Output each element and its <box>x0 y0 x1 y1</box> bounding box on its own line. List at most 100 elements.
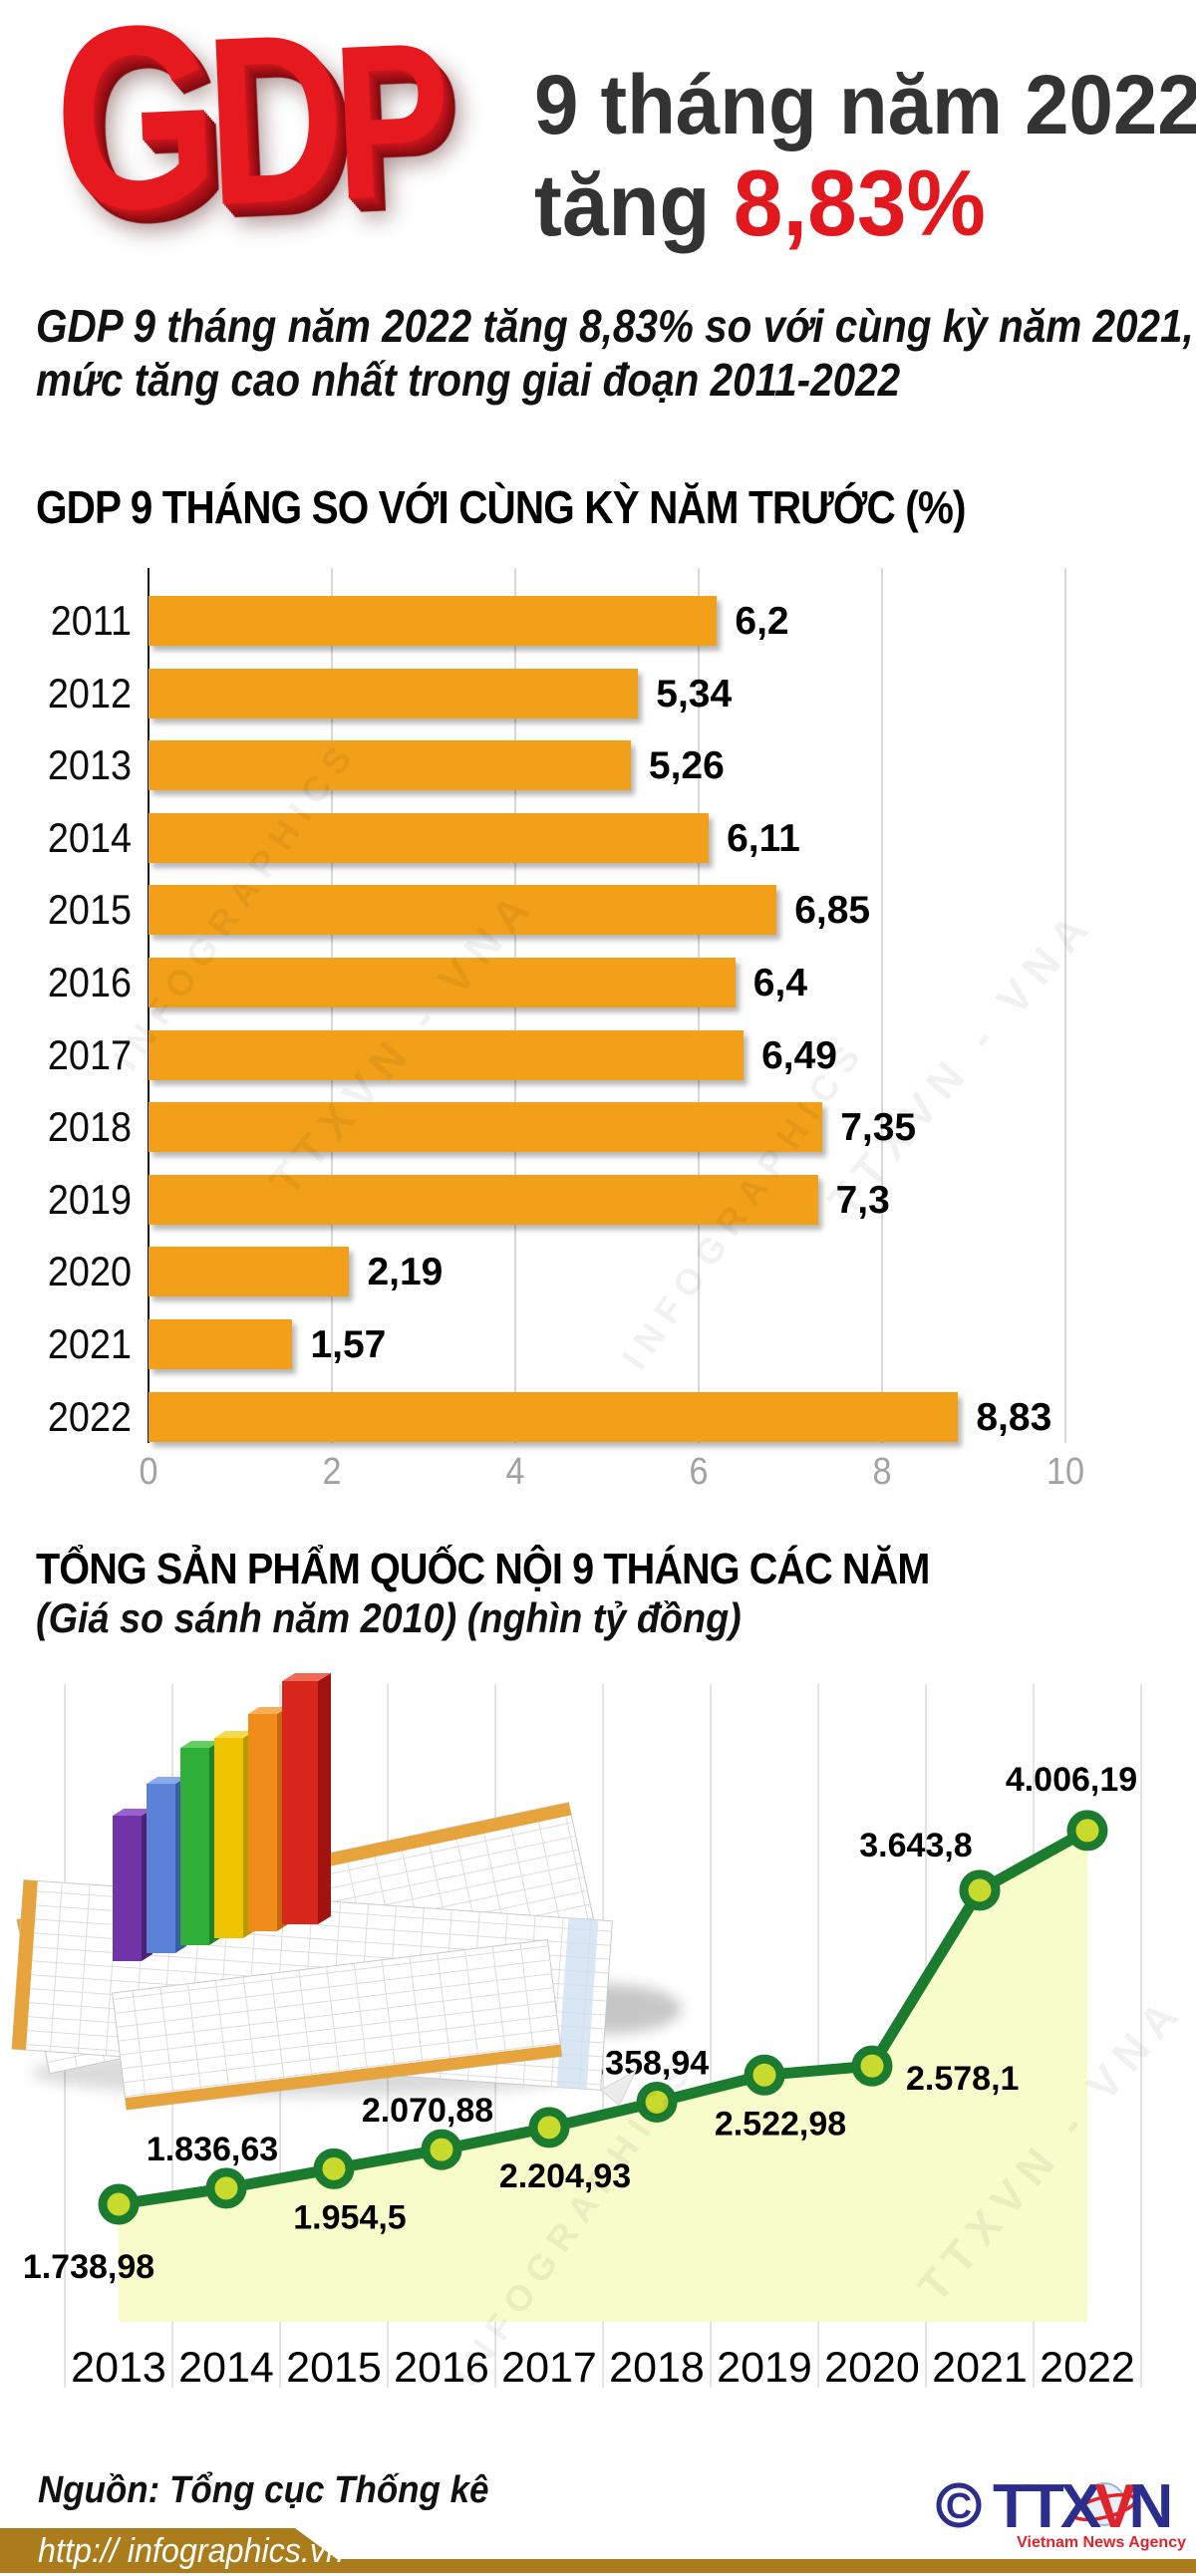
source-note: Nguồn: Tổng cục Thống kê <box>38 2469 489 2511</box>
line-chart-area-fill <box>119 1830 1087 2322</box>
line-chart-year-label: 2015 <box>286 2344 382 2392</box>
bar-value-label: 7,3 <box>835 1178 890 1222</box>
bar-chart-x-tick-label: 10 <box>1046 1451 1085 1493</box>
bar-2022 <box>149 1391 959 1442</box>
gdp-growth-bar-chart: 0 2 4 6 8 10 2011 6,2 2012 5,34 2013 5,26 2014 6,11 20… <box>0 538 1196 1520</box>
gdp-value-line-chart: 1.738,98 1.836,63 1.954,5 2.070,882.204,93 2… <box>23 1684 1142 2392</box>
bar-value-label: 7,35 <box>840 1106 917 1150</box>
bar-chart-year-label: 2016 <box>47 959 133 1005</box>
intro-line2: mức tăng cao nhất trong giai đoạn 2011-2… <box>36 354 901 406</box>
data-point-2014 <box>205 2167 247 2209</box>
bar-2018 <box>149 1102 823 1153</box>
bar-chart-year-label: 2022 <box>47 1392 133 1440</box>
header-growth-value: 8,83% <box>733 150 986 255</box>
bar-chart-x-tick-label: 6 <box>689 1451 709 1493</box>
bar-chart-year-label: 2014 <box>47 813 133 861</box>
bar-2013 <box>149 740 631 791</box>
bar-chart-year-label: 2017 <box>47 1030 133 1078</box>
data-point-2018 <box>636 2081 678 2123</box>
bar-2020 <box>149 1247 350 1297</box>
bar-2016 <box>149 958 736 1007</box>
line-chart-year-label: 2018 <box>609 2344 705 2392</box>
data-point-2020 <box>851 2045 893 2087</box>
bar-chart-x-tick-label: 0 <box>139 1451 158 1493</box>
line-chart-subtitle: (Giá so sánh năm 2010) (nghìn tỷ đồng) <box>36 1594 742 1641</box>
bar-2011 <box>149 596 718 646</box>
copyright-circle-icon <box>936 2482 982 2528</box>
line-chart-year-label: 2019 <box>717 2344 812 2392</box>
bar-chart-year-label: 2019 <box>47 1175 133 1223</box>
bar-value-label: 1,57 <box>310 1323 387 1366</box>
bar-2019 <box>149 1174 818 1225</box>
bar-2015 <box>149 885 777 936</box>
bar-red <box>282 1673 331 1924</box>
data-point-2017 <box>528 2107 570 2148</box>
line-chart-year-label: 2014 <box>178 2344 274 2392</box>
gdp-3d-logo: GDP <box>48 0 448 324</box>
bar-value-label: 5,34 <box>656 672 733 716</box>
bar-chart-year-label: 2015 <box>47 886 133 934</box>
bar-chart-gridline <box>1064 568 1066 1443</box>
bar-blue <box>147 1777 186 1953</box>
bar-value-label: 6,4 <box>752 962 808 1004</box>
logo-letter: D <box>200 0 340 256</box>
header-title-line2: tăng 8,83% <box>534 151 1196 257</box>
point-value-label: 1.836,63 <box>147 2131 278 2168</box>
bar-value-label: 6,49 <box>761 1033 837 1077</box>
ttxvn-logo: C TTXVN Vietnam News Agency <box>936 2472 1186 2551</box>
header-title-block: 9 tháng năm 2022 tăng 8,83% <box>534 58 1196 257</box>
logo-letter: P <box>328 0 446 246</box>
intro-paragraph: GDP 9 tháng năm 2022 tăng 8,83% so với c… <box>36 299 1194 407</box>
point-value-label: 2.578,1 <box>906 2060 1019 2098</box>
data-point-2013 <box>98 2183 140 2225</box>
point-value-label: 2.070,88 <box>362 2092 493 2130</box>
bar-chart-year-label: 2013 <box>47 741 133 789</box>
line-chart-year-label: 2020 <box>824 2344 920 2392</box>
line-chart-year-label: 2022 <box>1040 2344 1135 2392</box>
bar-value-label: 2,19 <box>367 1251 444 1294</box>
bar-chart-gridline <box>881 568 883 1443</box>
spreadsheet-paper-front <box>112 1938 563 2111</box>
agency-tagline: Vietnam News Agency <box>1017 2534 1186 2551</box>
line-chart-year-label: 2021 <box>932 2344 1028 2392</box>
3d-bar-chart-on-spreadsheets-illustration <box>11 1673 682 2111</box>
line-chart-title: TỔNG SẢN PHẨM QUỐC NỘI 9 THÁNG CÁC NĂM <box>36 1545 930 1593</box>
header-title-prefix: tăng <box>534 155 734 254</box>
footer-gold-band <box>0 2528 1196 2573</box>
line-chart-line <box>113 1825 1093 2210</box>
bar-value-label: 6,2 <box>735 600 789 643</box>
data-point-2019 <box>744 2054 785 2096</box>
bar-value-label: 5,26 <box>648 744 725 788</box>
bar-2014 <box>149 812 710 863</box>
data-point-2016 <box>421 2129 462 2170</box>
copyright-c: C <box>946 2485 972 2526</box>
point-value-label: 4.006,19 <box>1006 1761 1137 1799</box>
point-value-label: 2.522,98 <box>715 2105 846 2143</box>
bar-chart-year-label: 2020 <box>47 1248 133 1295</box>
point-value-label: 1.738,98 <box>23 2248 154 2286</box>
line-chart-year-label: 2017 <box>501 2344 597 2392</box>
logo-letter: G <box>48 0 213 267</box>
globe-orbit-swoosh <box>1071 2492 1137 2522</box>
point-value-label: 3.643,8 <box>859 1827 972 1864</box>
bar-chart-x-tick-label: 4 <box>505 1451 525 1493</box>
bar-2017 <box>149 1029 745 1080</box>
bar-value-label: 6,85 <box>794 889 871 933</box>
website-url: http:// infographics.vn <box>38 2532 345 2570</box>
data-point-2022 <box>1066 1810 1108 1852</box>
data-point-2021 <box>959 1869 1001 1911</box>
bar-chart-year-label: 2012 <box>47 669 133 716</box>
header-title-line1: 9 tháng năm 2022 <box>534 58 1196 151</box>
bar-2012 <box>149 668 639 718</box>
point-value-label: 1.954,5 <box>293 2198 406 2236</box>
bar-chart-year-label: 2011 <box>50 597 132 644</box>
bar-value-label: 8,83 <box>976 1395 1052 1439</box>
bar-chart-x-tick-label: 8 <box>872 1451 892 1493</box>
bar-value-label: 6,11 <box>727 816 800 860</box>
3d-colored-bars <box>113 1673 331 1961</box>
intro-line1: GDP 9 tháng năm 2022 tăng 8,83% so với c… <box>36 300 1194 352</box>
point-value-label: 2.204,93 <box>499 2157 631 2195</box>
line-chart-year-label: 2013 <box>71 2344 166 2392</box>
agency-wordmark: TTXVN <box>993 2472 1169 2541</box>
